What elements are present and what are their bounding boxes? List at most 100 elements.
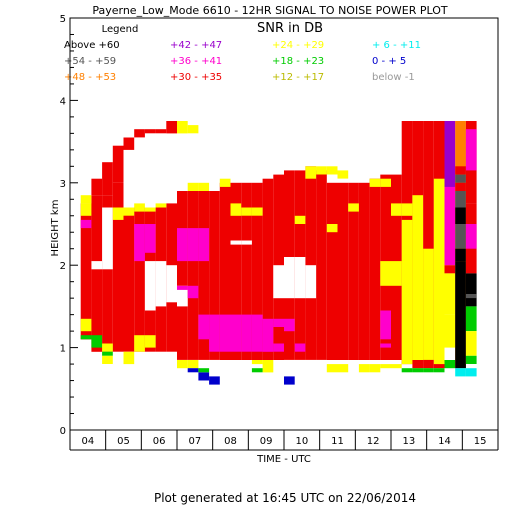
heatmap-cell-147 [465,129,477,171]
heatmap-cell-59 [80,318,92,332]
y-tick-label-2: 2 [60,261,66,272]
heatmap-cell-144 [455,261,466,369]
heatmap-cell-78 [326,166,338,175]
x-tick-label-06: 06 [153,436,166,447]
legend-entry-7: +18 - +23 [272,56,324,67]
heatmap-cell-73 [187,182,199,191]
heatmap-cell-56 [80,219,92,229]
heatmap-cell-48 [273,265,284,299]
heatmap-cell-76 [305,166,317,179]
heatmap-cell-58 [80,195,92,204]
y-tick-label-3: 3 [60,179,66,190]
heatmap-cells [80,121,477,385]
heatmap-cell-88 [391,203,402,216]
heatmap-cell-87 [380,178,391,187]
heatmap-cell-99 [412,368,424,373]
heatmap-cell-23 [230,182,242,360]
heatmap-cell-161 [209,376,220,385]
heatmap-cell-111 [144,224,156,253]
heatmap-cell-24 [241,182,252,360]
heatmap-cell-82 [251,207,263,216]
heatmap-cell-129 [380,343,391,348]
x-tick-label-05: 05 [117,436,130,447]
heatmap-cell-118 [209,314,220,352]
heatmap-cell-109 [262,360,274,373]
heatmap-cell-143 [455,248,466,262]
heatmap-cell-74 [198,182,210,191]
heatmap-cell-36 [369,178,381,360]
x-tick-label-10: 10 [295,436,308,447]
x-tick-label-08: 08 [224,436,237,447]
heatmap-cell-110 [134,224,145,262]
heatmap-cell-93 [433,178,445,365]
heatmap-cell-117 [198,314,210,340]
heatmap-cell-12 [112,182,124,352]
heatmap-cell-106 [177,360,188,369]
heatmap-cell-145 [455,368,466,377]
heatmap-cell-119 [219,314,231,352]
heatmap-cell-160 [284,376,295,385]
heatmap-cell-84 [326,224,338,233]
heatmap-cell-135 [444,360,456,369]
heatmap-cell-124 [273,318,284,327]
heatmap-cell-114 [198,228,210,262]
x-axis-ticks: 04 05 06 07 08 09 10 11 12 13 14 15 [69,430,499,450]
x-tick-label-11: 11 [331,436,344,447]
heatmap-cell-45 [155,261,167,307]
heatmap-cell-54 [91,261,103,270]
heatmap-cell-18 [177,191,188,360]
x-tick-label-12: 12 [367,436,380,447]
heatmap-cell-61 [91,335,103,348]
heatmap-cell-5 [144,129,156,134]
heatmap-cell-126 [273,343,284,352]
heatmap-cell-103 [337,364,349,373]
heatmap-cell-62 [102,343,113,352]
heatmap-cell-47 [177,285,188,307]
heatmap-cell-25 [251,182,263,360]
heatmap-cell-67 [144,335,156,348]
heatmap-cell-2 [112,145,124,183]
heatmap-cell-155 [465,368,477,377]
heatmap-cell-91 [412,195,424,360]
legend: Above +60 +54 - +59 +48 - +53 +42 - +47 +36 … [64,40,421,83]
heatmap-cell-85 [348,203,359,212]
heatmap-cell-50 [294,257,306,299]
heatmap-cell-31 [316,170,327,360]
heatmap-cell-131 [444,121,456,187]
heatmap-cell-69 [123,207,135,216]
heatmap-cell-157 [198,372,210,381]
heatmap-cell-9 [187,125,199,134]
heatmap-cell-86 [369,178,381,187]
heatmap-cell-104 [358,364,370,373]
heatmap-cell-52 [230,240,242,245]
y-axis-label: HEIGHT km [50,200,61,257]
heatmap-cell-63 [102,351,113,356]
heatmap-cell-33 [337,182,349,360]
heatmap-cell-142 [455,224,466,249]
heatmap-cell-132 [444,265,456,274]
heatmap-cell-140 [455,191,466,208]
heatmap-cell-51 [305,265,317,299]
heatmap-cell-1 [102,162,113,196]
heatmap-cell-68 [112,207,124,220]
legend-entry-11: below -1 [372,72,415,83]
legend-entry-8: +12 - +17 [272,72,324,83]
heatmap-cell-70 [134,203,145,212]
heatmap-cell-7 [166,121,177,134]
heatmap-cell-89 [401,203,413,216]
heatmap-cell-134 [444,314,456,348]
x-tick-label-14: 14 [438,436,451,447]
x-tick-label-09: 09 [260,436,273,447]
heatmap-cell-83 [294,215,306,224]
heatmap-cell-77 [316,166,327,175]
legend-entry-5: +30 - +35 [170,72,222,83]
heatmap-cell-156 [187,368,199,373]
heatmap-cell-107 [187,360,199,369]
heatmap-cell-150 [465,273,477,307]
heatmap-cell-13 [123,207,135,352]
heatmap-cell-152 [465,306,477,332]
heatmap-cell-90 [401,219,413,365]
heatmap-cell-123 [262,318,274,352]
heatmap-cell-43 [102,207,113,270]
heatmap-cell-101 [433,368,445,373]
